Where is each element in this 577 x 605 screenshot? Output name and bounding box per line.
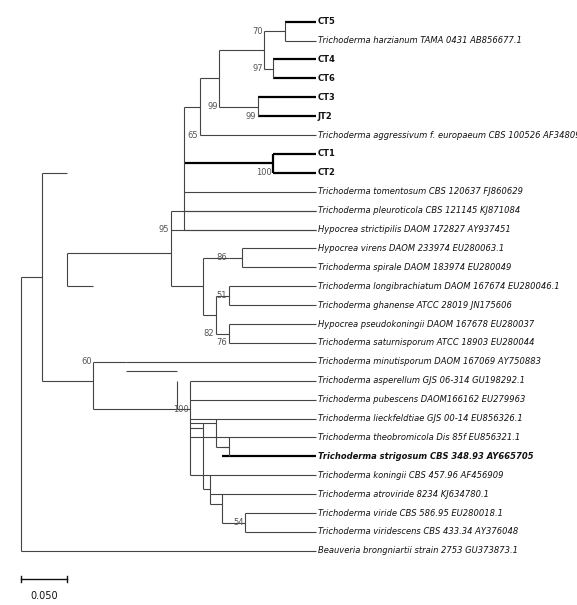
Text: Trichoderma strigosum CBS 348.93 AY665705: Trichoderma strigosum CBS 348.93 AY66570… xyxy=(318,452,533,461)
Text: Trichoderma aggressivum f. europaeum CBS 100526 AF348096: Trichoderma aggressivum f. europaeum CBS… xyxy=(318,131,577,140)
Text: Trichoderma spirale DAOM 183974 EU280049: Trichoderma spirale DAOM 183974 EU280049 xyxy=(318,263,511,272)
Text: Hypocrea strictipilis DAOM 172827 AY937451: Hypocrea strictipilis DAOM 172827 AY9374… xyxy=(318,225,511,234)
Text: Trichoderma koningii CBS 457.96 AF456909: Trichoderma koningii CBS 457.96 AF456909 xyxy=(318,471,503,480)
Text: Trichoderma minutisporum DAOM 167069 AY750883: Trichoderma minutisporum DAOM 167069 AY7… xyxy=(318,358,541,367)
Text: JT2: JT2 xyxy=(318,112,332,120)
Text: 99: 99 xyxy=(207,102,218,111)
Text: Trichoderma pubescens DAOM166162 EU279963: Trichoderma pubescens DAOM166162 EU27996… xyxy=(318,395,525,404)
Text: 51: 51 xyxy=(217,291,227,300)
Text: Trichoderma ghanense ATCC 28019 JN175606: Trichoderma ghanense ATCC 28019 JN175606 xyxy=(318,301,512,310)
Text: Hypocrea pseudokoningii DAOM 167678 EU280037: Hypocrea pseudokoningii DAOM 167678 EU28… xyxy=(318,319,534,329)
Text: 82: 82 xyxy=(204,329,215,338)
Text: Beauveria brongniartii strain 2753 GU373873.1: Beauveria brongniartii strain 2753 GU373… xyxy=(318,546,518,555)
Text: 97: 97 xyxy=(252,64,263,73)
Text: 60: 60 xyxy=(81,358,92,367)
Text: Hypocrea virens DAOM 233974 EU280063.1: Hypocrea virens DAOM 233974 EU280063.1 xyxy=(318,244,504,253)
Text: Trichoderma harzianum TAMA 0431 AB856677.1: Trichoderma harzianum TAMA 0431 AB856677… xyxy=(318,36,522,45)
Text: CT2: CT2 xyxy=(318,168,336,177)
Text: CT1: CT1 xyxy=(318,149,336,159)
Text: 65: 65 xyxy=(188,131,198,140)
Text: 70: 70 xyxy=(252,27,263,36)
Text: Trichoderma viride CBS 586.95 EU280018.1: Trichoderma viride CBS 586.95 EU280018.1 xyxy=(318,509,503,518)
Text: 86: 86 xyxy=(216,253,227,263)
Text: Trichoderma asperellum GJS 06-314 GU198292.1: Trichoderma asperellum GJS 06-314 GU1982… xyxy=(318,376,524,385)
Text: Trichoderma saturnisporum ATCC 18903 EU280044: Trichoderma saturnisporum ATCC 18903 EU2… xyxy=(318,338,534,347)
Text: Trichoderma atroviride 8234 KJ634780.1: Trichoderma atroviride 8234 KJ634780.1 xyxy=(318,489,489,499)
Text: Trichoderma theobromicola Dis 85f EU856321.1: Trichoderma theobromicola Dis 85f EU8563… xyxy=(318,433,520,442)
Text: CT5: CT5 xyxy=(318,17,336,26)
Text: Trichoderma pleuroticola CBS 121145 KJ871084: Trichoderma pleuroticola CBS 121145 KJ87… xyxy=(318,206,520,215)
Text: CT4: CT4 xyxy=(318,55,336,64)
Text: 95: 95 xyxy=(159,225,169,234)
Text: Trichoderma longibrachiatum DAOM 167674 EU280046.1: Trichoderma longibrachiatum DAOM 167674 … xyxy=(318,282,559,291)
Text: CT3: CT3 xyxy=(318,93,335,102)
Text: 0.050: 0.050 xyxy=(30,590,58,601)
Text: 76: 76 xyxy=(216,338,227,347)
Text: 54: 54 xyxy=(233,518,243,527)
Text: 100: 100 xyxy=(256,168,272,177)
Text: 100: 100 xyxy=(173,405,189,414)
Text: 99: 99 xyxy=(246,112,256,120)
Text: CT6: CT6 xyxy=(318,74,336,83)
Text: Trichoderma tomentosum CBS 120637 FJ860629: Trichoderma tomentosum CBS 120637 FJ8606… xyxy=(318,188,523,196)
Text: Trichoderma lieckfeldtiae GJS 00-14 EU856326.1: Trichoderma lieckfeldtiae GJS 00-14 EU85… xyxy=(318,414,523,423)
Text: Trichoderma viridescens CBS 433.34 AY376048: Trichoderma viridescens CBS 433.34 AY376… xyxy=(318,528,518,537)
